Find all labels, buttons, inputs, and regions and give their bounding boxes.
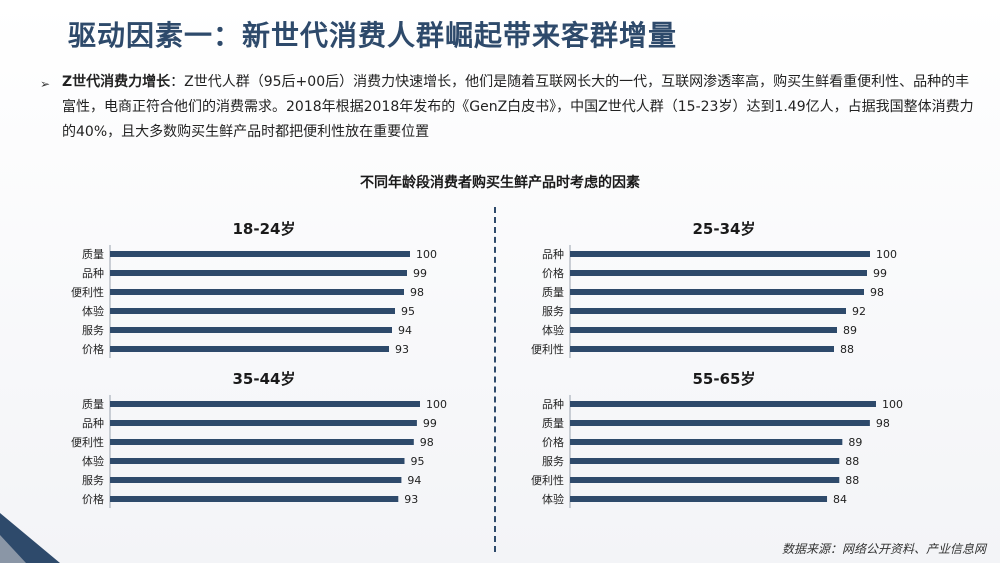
panel-title: 25-34岁	[692, 220, 756, 238]
data-label: 98	[876, 417, 890, 430]
chart-panel-35-44: 35-44岁 质量 100 品种 99 便利性 98 体验 95 服务 94 价格 93	[44, 368, 484, 518]
bar	[110, 477, 402, 483]
bar	[110, 289, 404, 295]
corner-decoration-accent	[0, 535, 26, 563]
category-label: 便利性	[531, 342, 564, 356]
chart-title: 不同年龄段消费者购买生鲜产品时考虑的因素	[360, 175, 640, 191]
category-label: 价格	[542, 266, 564, 280]
bar	[570, 496, 828, 502]
bar	[110, 458, 405, 464]
bar	[570, 289, 864, 295]
bar	[570, 327, 837, 333]
bar	[570, 420, 870, 426]
bar	[110, 308, 395, 314]
category-label: 品种	[542, 247, 564, 261]
category-label: 服务	[82, 474, 104, 487]
bar	[570, 458, 840, 464]
intro-paragraph: Z世代消费力增长：Z世代人群（95后+00后）消费力快速增长，他们是随着互联网长…	[62, 70, 982, 145]
category-label: 质量	[82, 248, 104, 261]
data-label: 99	[413, 267, 427, 280]
data-label: 84	[833, 493, 847, 506]
data-label: 99	[873, 267, 887, 280]
panel-title: 55-65岁	[692, 370, 756, 388]
category-label: 服务	[82, 324, 104, 337]
bar	[570, 270, 867, 276]
category-label: 价格	[542, 435, 564, 449]
chart-panel-25-34: 25-34岁 品种 100 价格 99 质量 98 服务 92 体验 89 便利性 88	[504, 218, 944, 368]
bar	[570, 308, 846, 314]
data-label: 98	[420, 436, 434, 449]
page-title: 驱动因素一：新世代消费人群崛起带来客群增量	[68, 19, 678, 52]
data-source-note: 数据来源：网络公开资料、产业信息网	[781, 542, 986, 556]
bar	[110, 327, 392, 333]
data-label: 94	[407, 474, 421, 487]
data-label: 99	[423, 417, 437, 430]
bar	[110, 401, 420, 407]
category-label: 体验	[542, 323, 564, 337]
category-label: 质量	[82, 398, 104, 411]
data-label: 95	[401, 305, 415, 318]
bar	[570, 477, 840, 483]
data-label: 94	[398, 324, 412, 337]
bar-chart-25-34: 品种 100 价格 99 质量 98 服务 92 体验 89 便利性 88	[531, 245, 897, 358]
bar	[110, 496, 399, 502]
bar	[110, 439, 414, 445]
category-label: 服务	[542, 455, 564, 468]
category-label: 服务	[542, 305, 564, 318]
panel-divider	[494, 207, 496, 552]
category-label: 体验	[82, 304, 104, 318]
category-label: 品种	[82, 266, 104, 280]
data-label: 100	[416, 248, 437, 261]
category-label: 便利性	[531, 473, 564, 487]
data-label: 89	[848, 436, 862, 449]
bullet-arrow-icon: ➢	[40, 77, 51, 91]
category-label: 质量	[542, 417, 564, 430]
data-label: 100	[876, 248, 897, 261]
bar	[110, 420, 417, 426]
data-label: 88	[845, 474, 859, 487]
data-label: 100	[882, 398, 903, 411]
data-label: 89	[843, 324, 857, 337]
paragraph-text: ：Z世代人群（95后+00后）消费力快速增长，他们是随着互联网长大的一代，互联网…	[62, 74, 974, 140]
data-label: 93	[395, 343, 409, 356]
bar	[110, 270, 407, 276]
data-label: 88	[845, 455, 859, 468]
panel-title: 35-44岁	[232, 370, 296, 388]
data-label: 92	[852, 305, 866, 318]
chart-panel-18-24: 18-24岁 质量 100 品种 99 便利性 98 体验 95 服务 94 价格 93	[44, 218, 484, 368]
bar	[570, 346, 834, 352]
data-label: 100	[426, 398, 447, 411]
bar	[570, 401, 876, 407]
bar-chart-55-65: 品种 100 质量 98 价格 89 服务 88 便利性 88 体验 84	[531, 395, 903, 508]
data-label: 95	[411, 455, 425, 468]
paragraph-lead: Z世代消费力增长	[62, 74, 171, 90]
panel-title: 18-24岁	[232, 220, 296, 238]
category-label: 品种	[542, 397, 564, 411]
category-label: 价格	[82, 342, 104, 356]
category-label: 便利性	[71, 285, 104, 299]
bar	[110, 346, 389, 352]
bar	[110, 251, 410, 257]
bar-chart-35-44: 质量 100 品种 99 便利性 98 体验 95 服务 94 价格 93	[71, 395, 447, 508]
data-label: 88	[840, 343, 854, 356]
category-label: 体验	[82, 454, 104, 468]
category-label: 便利性	[71, 435, 104, 449]
category-label: 品种	[82, 416, 104, 430]
data-label: 93	[404, 493, 418, 506]
category-label: 质量	[542, 286, 564, 299]
category-label: 价格	[82, 492, 104, 506]
data-label: 98	[410, 286, 424, 299]
chart-panel-55-65: 55-65岁 品种 100 质量 98 价格 89 服务 88 便利性 88 体验 84	[504, 368, 944, 518]
bar-chart-18-24: 质量 100 品种 99 便利性 98 体验 95 服务 94 价格 93	[71, 245, 437, 358]
category-label: 体验	[542, 492, 564, 506]
bar	[570, 251, 870, 257]
data-label: 98	[870, 286, 884, 299]
bar	[570, 439, 843, 445]
